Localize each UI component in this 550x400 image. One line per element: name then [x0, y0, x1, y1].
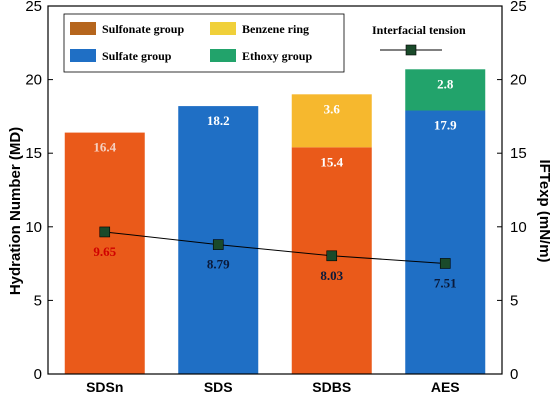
y-tick-label: 25 — [25, 0, 42, 15]
y-tick-label: 0 — [34, 366, 42, 383]
plot-frame — [47, 5, 503, 375]
ift-marker — [99, 226, 111, 238]
y2-tick-label: 0 — [510, 366, 518, 383]
bar-value-label: 2.8 — [437, 76, 454, 91]
bar-value-label: 18.2 — [207, 113, 230, 128]
legend-swatch — [70, 22, 96, 35]
ift-value-label: 9.65 — [93, 244, 116, 259]
ift-value-label: 8.03 — [320, 268, 343, 283]
y2-tick-label: 5 — [510, 292, 518, 309]
bar-sdbs-benzene-ring — [291, 94, 372, 148]
ift-value-label: 8.79 — [207, 257, 230, 272]
y-tick-label: 10 — [25, 219, 42, 236]
x-category-label: AES — [431, 379, 460, 395]
ift-value-label: 7.51 — [434, 275, 457, 290]
legend-label: Benzene ring — [242, 22, 309, 36]
y-tick-label: 20 — [25, 72, 42, 89]
bar-value-label: 17.9 — [434, 118, 457, 133]
y-tick-label: 15 — [25, 145, 42, 162]
ift-marker — [212, 239, 224, 250]
ift-line — [104, 231, 446, 264]
legend-marker-swatch — [405, 44, 417, 56]
y2-tick-label: 25 — [510, 0, 527, 15]
ift-line-layer: 9.65 8.79 8.03 7.51 — [93, 226, 457, 290]
x-category-label: SDBS — [312, 379, 351, 395]
y2-tick-label: 15 — [510, 145, 527, 162]
legend-label: Sulfonate group — [102, 22, 184, 36]
bar-aes-ethoxy-group — [405, 69, 486, 111]
x-category-label: SDS — [204, 379, 233, 395]
ift-marker — [439, 258, 451, 269]
bar-aes-sulfate-group — [405, 110, 486, 375]
ift-marker — [326, 250, 338, 262]
bar-value-label: 15.4 — [320, 154, 343, 169]
legend-swatch — [70, 49, 96, 62]
bar-sdsn-sulfonate-group — [64, 132, 145, 374]
axes-layer: 0 0 5 5 10 10 15 15 20 20 25 25 SDSn SDS SDBS AES — [25, 0, 526, 395]
legend-label: Interfacial tension — [372, 23, 466, 37]
legend-box — [63, 13, 345, 73]
y2-tick-label: 10 — [510, 219, 527, 236]
legend: Sulfonate group Benzene ring Interfacial t… — [63, 13, 466, 73]
y2-tick-label: 20 — [510, 72, 527, 89]
y-axis-title: Hydration Number (MD) — [7, 127, 24, 295]
bar-value-label: 16.4 — [93, 140, 116, 155]
y-tick-label: 5 — [34, 292, 42, 309]
legend-label: Ethoxy group — [242, 49, 312, 63]
legend-swatch — [210, 22, 236, 35]
bar-value-label: 3.6 — [324, 101, 341, 116]
y2-axis-title: IFTexp (mN/m) — [536, 159, 550, 262]
legend-label: Sulfate group — [102, 49, 172, 63]
legend-swatch — [210, 49, 236, 62]
x-category-label: SDSn — [86, 379, 123, 395]
